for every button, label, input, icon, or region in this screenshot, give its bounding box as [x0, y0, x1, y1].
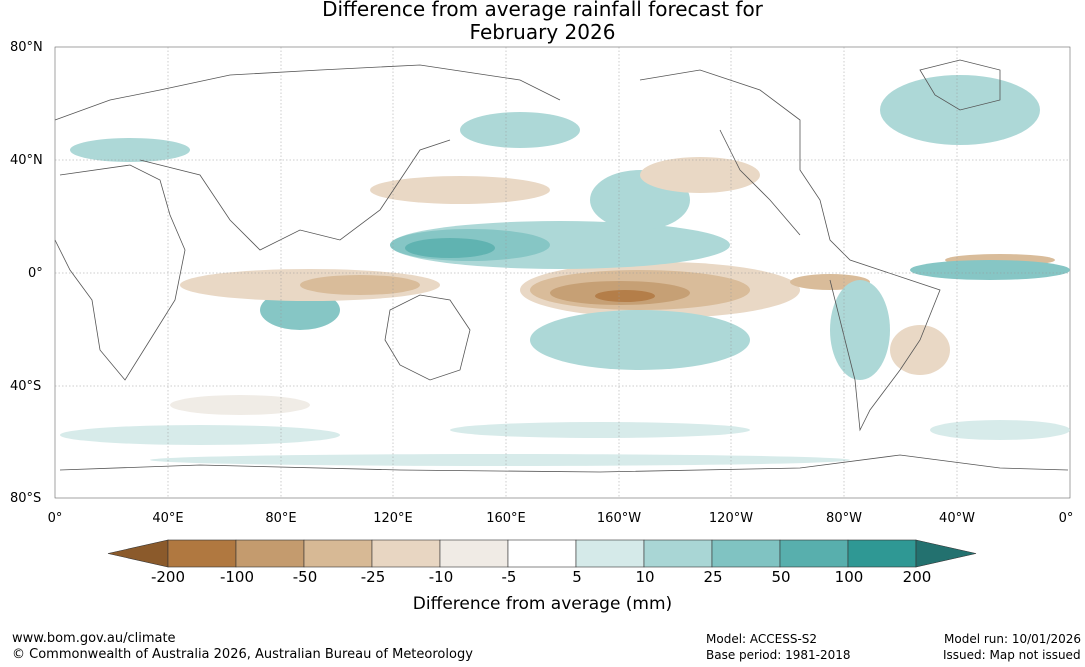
colorbar-tick: 25 [703, 568, 723, 586]
map-title-line-1: Difference from average rainfall forecas… [322, 0, 763, 21]
lon-label-40e: 40°E [152, 511, 184, 526]
lon-label-160w: 160°W [596, 511, 642, 526]
colorbar-swatch [167, 539, 237, 568]
colorbar-extend-high [915, 539, 977, 568]
colorbar-tick: -10 [428, 568, 454, 586]
colorbar-tick: 10 [635, 568, 655, 586]
graticule [55, 47, 1070, 498]
lat-label-40s: 40°S [10, 379, 42, 394]
colorbar-swatch [371, 539, 441, 568]
colorbar-extend-low [107, 539, 169, 568]
colorbar-title: Difference from average (mm) [412, 594, 673, 614]
lat-label-80s: 80°S [10, 491, 42, 506]
colorbar-swatch [779, 539, 849, 568]
colorbar-swatch [235, 539, 305, 568]
lon-label-120w: 120°W [708, 511, 754, 526]
colorbar-swatch [439, 539, 509, 568]
footer-issued: Issued: Map not issued [943, 648, 1081, 662]
lon-label-80e: 80°E [265, 511, 297, 526]
lat-label-40n: 40°N [10, 153, 43, 168]
colorbar-swatch [303, 539, 373, 568]
footer-model-run: Model run: 10/01/2026 [944, 632, 1082, 646]
footer-url: www.bom.gov.au/climate [12, 631, 176, 646]
lon-label-40w: 40°W [939, 511, 975, 526]
footer-base-period: Base period: 1981-2018 [706, 648, 851, 662]
lat-label-80n: 80°N [10, 40, 43, 55]
colorbar-swatch [507, 539, 577, 568]
lat-label-equator: 0° [28, 266, 43, 281]
colorbar-tick: 200 [902, 568, 932, 586]
map-title-line-2: February 2026 [469, 20, 616, 44]
lon-label-0-east: 0° [1058, 511, 1074, 526]
lon-label-80w: 80°W [826, 511, 862, 526]
colorbar-tick: -100 [219, 568, 255, 586]
colorbar-swatch [643, 539, 713, 568]
colorbar-tick: 50 [771, 568, 791, 586]
colorbar-tick: -50 [292, 568, 318, 586]
colorbar-tick: 5 [572, 568, 582, 586]
footer-model: Model: ACCESS-S2 [706, 632, 818, 646]
colorbar-tick: -5 [501, 568, 517, 586]
lon-label-160e: 160°E [486, 511, 526, 526]
footer-copyright: © Commonwealth of Australia 2026, Austra… [12, 647, 473, 662]
colorbar-swatches [107, 539, 977, 568]
colorbar-swatch [847, 539, 917, 568]
colorbar-tick: 100 [834, 568, 864, 586]
colorbar-tick: -200 [150, 568, 186, 586]
lon-label-0-west: 0° [47, 511, 63, 526]
colorbar-swatch [575, 539, 645, 568]
colorbar-tick: -25 [360, 568, 386, 586]
coastlines [54, 59, 1069, 473]
lon-label-120e: 120°E [373, 511, 413, 526]
colorbar-swatch [711, 539, 781, 568]
